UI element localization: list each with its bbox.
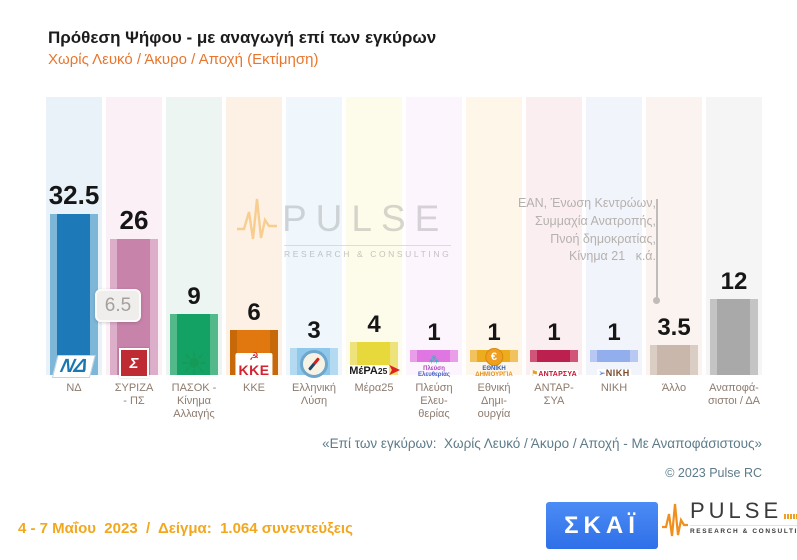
axis-label-pasok-kinal: ΠΑΣΟΚ - Κίνημα Αλλαγής [171,382,217,421]
axis-label-mera25: Μέρα25 [354,382,394,394]
pulse-logo-brand: PULSE [690,498,783,523]
value-label-mera25: 4 [367,311,381,338]
party-column-nd: 32.5 ΝΔ [46,97,102,378]
column-bg-niki [586,97,642,375]
watermark-brand: PULSE [282,198,449,239]
party-column-syriza-ps: 26 Σ [106,97,162,378]
arrow-icon: ➤ [387,362,401,380]
column-bg-kke [226,97,282,375]
pulse-logo: PULSE RESEARCH & CONSULTING [662,500,797,542]
axis-label-elliniki-lysi: Ελληνική Λύση [291,382,337,408]
bar-plefsi-eleftherias [410,350,458,362]
party-column-antarsya: 1 ⚑ ΑΝΤΑΡΣΥΑ [526,97,582,378]
euro-coin-icon: € [484,348,503,366]
value-label-antarsya: 1 [547,319,561,346]
annotation-pointer-dot [653,297,660,304]
party-column-mera25: 4 ΜέΡΑ 25 ➤ [346,97,402,380]
party-column-niki: 1 ➢ ΝΙΚΗ [586,97,642,378]
mera25-logo: ΜέΡΑ 25 ➤ [347,362,401,380]
bar-nd [50,214,98,375]
column-bg-plefsi-eleftherias [406,97,462,375]
value-label-ethniki-dimiourgia: 1 [487,319,501,346]
axis-label-plefsi-eleftherias: Πλεύση Ελευ-θερίας [415,382,453,421]
pulse-watermark: PULSE RESEARCH & CONSULTING [232,193,452,259]
pasok-sun-logo: ☀ [179,344,209,382]
bar-pasok-kinal [170,314,218,375]
axis-label-allo: Άλλο [661,382,687,394]
footnote: «Επί των εγκύρων: Χωρίς Λευκό / Άκυρο / … [322,436,762,451]
fieldwork-note: 4 - 7 Μαΐου 2023 / Δείγμα: 1.064 συνεντε… [18,520,353,537]
party-column-kke: 6 ☭ ΚΚΕ [226,97,282,378]
party-column-allo: 3.5 [646,97,702,375]
column-bg-antarsya [526,97,582,375]
party-column-plefsi-eleftherias: 1 ⁂ Πλεύση Ελευθερίας [406,97,462,379]
antarsya-logo: ⚑ ΑΝΤΑΡΣΥΑ [530,369,578,378]
pulse-logo-accent [784,514,797,519]
axis-label-niki: ΝΙΚΗ [600,382,628,394]
bar-niki [590,350,638,362]
value-label-elliniki-lysi: 3 [307,317,321,344]
bar-anapofasistoi-da [710,299,758,375]
axis-label-kke: ΚΚΕ [242,382,265,394]
bar-allo [650,345,698,375]
chart-area: PULSE RESEARCH & CONSULTING ΕΑΝ, Ένωση Κ… [40,97,762,382]
page-title: Πρόθεση Ψήφου - με αναγωγή επί των εγκύρ… [48,28,437,47]
ethniki-dimiourgia-logo: € ΕΘΝΙΚΗ ΔΗΜΙΟΥΡΓΙΑ [475,348,513,378]
axis-label-anapofasistoi-da: Αναποφά-σιστοι / ΔΑ [707,382,761,408]
value-label-niki: 1 [607,319,621,346]
party-column-elliniki-lysi: 3 [286,97,342,378]
page-subtitle: Χωρίς Λευκό / Άκυρο / Αποχή (Εκτίμηση) [48,51,319,68]
value-label-anapofasistoi-da: 12 [720,268,748,295]
axis-label-ethniki-dimiourgia: Εθνική Δημι-ουργία [477,382,511,421]
elliniki-lysi-compass-logo [300,350,328,378]
bar-antarsya [530,350,578,362]
annotation-pointer-line [656,199,658,299]
niki-logo: ➢ ΝΙΚΗ [597,368,631,378]
wing-icon: ➢ [598,368,606,378]
nd-logo: ΝΔ [51,355,97,378]
value-label-kke: 6 [247,299,261,326]
nd-syriza-gap-chip: 6.5 [95,289,141,322]
value-label-plefsi-eleftherias: 1 [427,319,441,346]
column-bg-elliniki-lysi [286,97,342,375]
column-bg-ethniki-dimiourgia [466,97,522,375]
copyright: © 2023 Pulse RC [665,466,762,480]
kke-logo: ☭ ΚΚΕ [235,351,273,378]
syriza-logo: Σ [119,348,149,378]
compass-icon [300,350,328,378]
hammer-sickle-icon: ☭ [249,351,259,364]
watermark-tagline: RESEARCH & CONSULTING [284,245,452,259]
column-bg-mera25 [346,97,402,375]
party-column-pasok-kinal: 9 ☀ [166,97,222,382]
drops-icon: ⁂ [429,355,439,366]
value-label-nd: 32.5 [48,180,100,210]
sun-icon: ☀ [179,344,209,382]
party-column-anapofasistoi-da: 12 [706,97,762,375]
pulse-waveform-icon [237,198,277,240]
party-column-ethniki-dimiourgia: 1 € ΕΘΝΙΚΗ ΔΗΜΙΟΥΡΓΙΑ [466,97,522,378]
skai-logo: ΣΚΑΪ [546,502,658,549]
axis-label-syriza-ps: ΣΥΡΙΖΑ - ΠΣ [114,382,154,408]
value-label-allo: 3.5 [657,314,691,341]
value-label-syriza-ps: 26 [119,205,149,235]
pulse-waveform-icon [662,503,688,537]
axis-label-antarsya: ΑΝΤΑΡ- ΣΥΑ [534,382,574,408]
column-bg-allo [646,97,702,375]
plefsi-eleftherias-logo: ⁂ Πλεύση Ελευθερίας [418,355,450,379]
axis-label-nd: ΝΔ [66,382,82,394]
pulse-logo-tagline: RESEARCH & CONSULTING [690,525,797,535]
labels-row: ΝΔ ΣΥΡΙΖΑ - ΠΣ ΠΑΣΟΚ - Κίνημα Αλλαγής ΚΚΕ Ελλην… [40,382,768,422]
value-label-pasok-kinal: 9 [187,283,201,310]
flag-icon: ⚑ [531,369,539,378]
other-parties-annotation: ΕΑΝ, Ένωση Κεντρώων, Συμμαχία Ανατροπής, Π… [517,196,656,264]
